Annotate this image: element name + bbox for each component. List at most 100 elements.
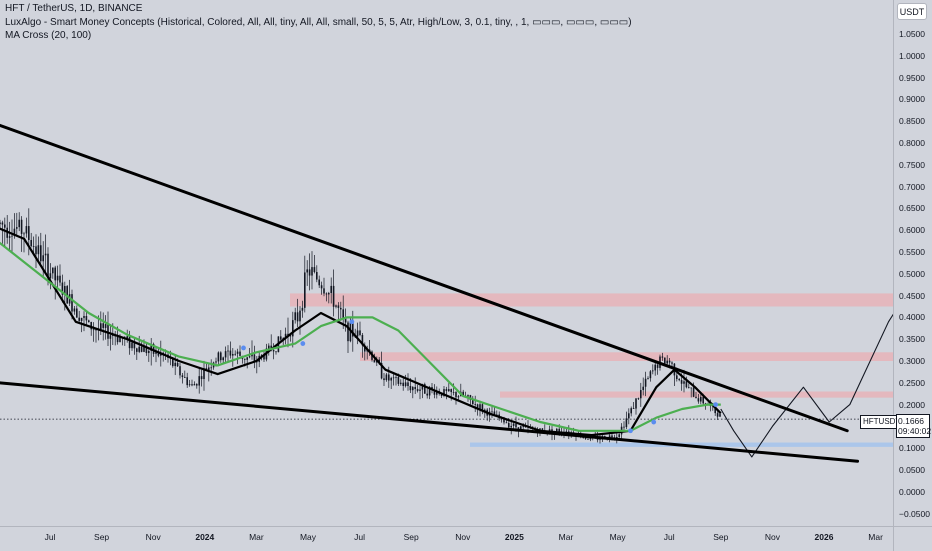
candle-body (88, 320, 90, 323)
time-tick-label: Sep (713, 532, 729, 542)
candle-body (78, 317, 80, 321)
price-tick-label: 0.8500 (899, 116, 925, 127)
candle-body (719, 414, 721, 417)
candle-body (83, 316, 85, 318)
candle-body (275, 351, 277, 353)
candle-body (140, 346, 143, 352)
price-tick-label: 0.2500 (899, 377, 925, 388)
candle-body (268, 345, 270, 349)
indicator-ma-legend[interactable]: MA Cross (20, 100) (5, 30, 92, 41)
candle-body (695, 396, 697, 399)
candle-body (474, 404, 476, 405)
candle-body (215, 361, 217, 363)
candle-body (328, 293, 330, 295)
candle-body (18, 219, 20, 228)
candle-body (584, 437, 587, 439)
candle-body (234, 353, 236, 355)
candle-body (229, 350, 232, 356)
price-tick-label: 0.4000 (899, 312, 925, 323)
candle-body (340, 307, 342, 310)
supply-zone-2 (500, 391, 893, 398)
candle-body (4, 224, 6, 228)
price-tick-label: 0.9500 (899, 72, 925, 83)
candle-body (342, 309, 344, 318)
supply-zone-1 (360, 352, 893, 361)
candle-body (452, 391, 455, 393)
candle-body (392, 377, 395, 379)
candle-body (296, 312, 299, 322)
candle-body (239, 351, 241, 356)
candle-body (599, 439, 601, 441)
candle-body (481, 404, 484, 412)
candle-body (335, 305, 337, 307)
candle-body (685, 381, 688, 388)
candle-body (683, 381, 685, 384)
price-tick-label: 0.3500 (899, 334, 925, 345)
candle-body (611, 435, 613, 438)
candle-body (700, 396, 702, 402)
candle-body (299, 310, 301, 322)
price-axis[interactable] (893, 0, 932, 526)
candle-body (246, 357, 248, 360)
candle-body (25, 226, 28, 234)
price-chart[interactable] (0, 0, 893, 526)
time-tick-label: 2024 (195, 532, 215, 542)
candle-body (23, 233, 25, 235)
candle-body (301, 307, 304, 311)
candle-body (196, 384, 198, 386)
candle-body (390, 377, 392, 381)
candle-body (244, 358, 246, 360)
time-tick-label: May (299, 532, 317, 542)
candle-body (716, 413, 719, 417)
price-tick-label: 0.3000 (899, 356, 925, 366)
candle-body (644, 378, 647, 387)
candle-body (40, 245, 42, 262)
chart-area[interactable] (0, 0, 893, 526)
candle-body (138, 346, 140, 352)
candle-body (152, 343, 155, 354)
candle-body (316, 272, 318, 280)
candle-body (661, 356, 664, 358)
candle-body (90, 322, 92, 330)
time-axis[interactable] (0, 526, 893, 551)
candle-body (649, 371, 652, 379)
price-tick-label: 0.0000 (899, 486, 925, 497)
candle-body (702, 396, 704, 404)
candle-body (287, 333, 289, 336)
candle-body (697, 398, 700, 402)
candle-body (198, 376, 200, 386)
candle-body (20, 219, 23, 234)
candle-body (131, 342, 133, 349)
candle-body (352, 321, 354, 337)
candle-body (95, 329, 97, 331)
candle-body (289, 335, 292, 337)
candle-body (505, 422, 508, 424)
price-tick-label: −0.0500 (899, 508, 930, 519)
price-tick-label: 0.7500 (899, 159, 925, 170)
candle-body (332, 285, 335, 307)
candle-body (628, 413, 630, 419)
candle-body (136, 348, 138, 352)
candle-body (174, 362, 176, 367)
candle-body (462, 391, 464, 396)
indicator-smc-legend[interactable]: LuxAlgo - Smart Money Concepts (Historic… (5, 17, 632, 28)
candle-body (179, 366, 181, 376)
candle-body (400, 382, 402, 384)
candle-body (385, 374, 388, 381)
current-price-value: 0.1666 (898, 416, 924, 426)
candle-body (217, 352, 220, 362)
candle-body (676, 375, 678, 380)
candle-body (306, 269, 308, 273)
currency-button[interactable]: USDT (897, 3, 927, 20)
candle-body (359, 330, 361, 335)
time-tick-label: 2025 (504, 532, 524, 542)
time-tick-label: Jul (354, 532, 366, 542)
candle-body (112, 335, 114, 336)
candle-body (100, 323, 102, 330)
candle-body (224, 351, 227, 358)
candle-body (668, 360, 671, 363)
candle-body (625, 418, 628, 428)
price-tick-label: 0.6000 (899, 225, 925, 236)
candle-body (222, 357, 224, 361)
candle-body (421, 384, 424, 390)
